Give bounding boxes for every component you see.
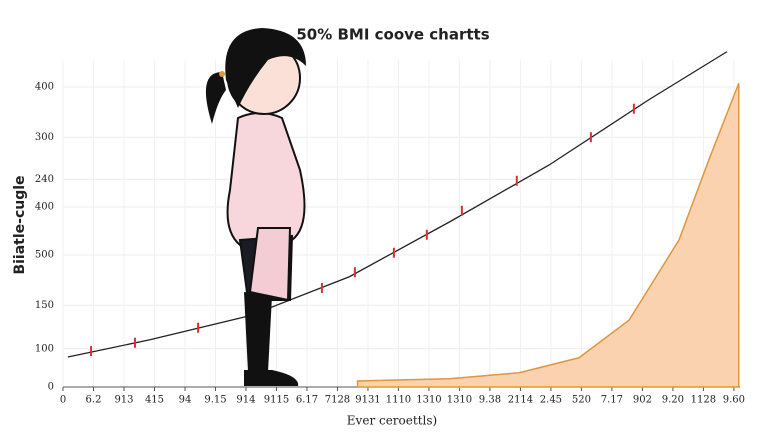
x-tick-label: 9115: [264, 395, 289, 406]
x-tick-label: 1110: [386, 395, 411, 406]
x-tick-label: 9131: [355, 395, 380, 406]
x-tick-label: 9.38: [479, 395, 501, 406]
x-tick-label: 6.2: [86, 395, 102, 406]
line: [67, 51, 728, 358]
x-tick-label: 520: [572, 395, 591, 406]
x-tick-label: 1310: [416, 395, 441, 406]
x-axis-label: Ever ceroettls): [347, 414, 437, 428]
y-tick-label: 100: [35, 343, 54, 354]
x-tick-label: 7.17: [601, 395, 623, 406]
x-tick-label: 1128: [691, 395, 716, 406]
chart-title: 50% BMI coove chartts: [296, 26, 489, 44]
x-tick-label: 0: [60, 395, 66, 406]
x-tick-label: 9.15: [204, 395, 226, 406]
x-tick-label: 902: [633, 395, 652, 406]
child-illustration: [205, 28, 306, 386]
x-tick-label: 415: [145, 395, 164, 406]
x-tick-label: 2114: [508, 395, 533, 406]
y-tick-label: 500: [35, 250, 54, 261]
x-tick-label: 9.60: [723, 395, 745, 406]
x-tick-label: 94: [179, 395, 192, 406]
x-tick-label: 2.45: [540, 395, 562, 406]
y-axis-label: Biiatle-cugle: [12, 175, 28, 274]
y-tick-label: 0: [48, 382, 54, 393]
y-tick-label: 240: [35, 174, 54, 185]
x-tick-label: 7128: [325, 395, 350, 406]
y-tick-label: 300: [35, 132, 54, 143]
x-tick-label: 914: [236, 395, 255, 406]
x-tick-label: 9.20: [662, 395, 684, 406]
y-tick-label: 400: [35, 202, 54, 213]
x-tick-label: 1310: [447, 395, 472, 406]
x-tick-label: 6.17: [296, 395, 318, 406]
x-tick-label: 913: [114, 395, 133, 406]
y-tick-label: 400: [35, 82, 54, 93]
y-tick-label: 150: [35, 300, 54, 311]
area: [356, 82, 740, 388]
